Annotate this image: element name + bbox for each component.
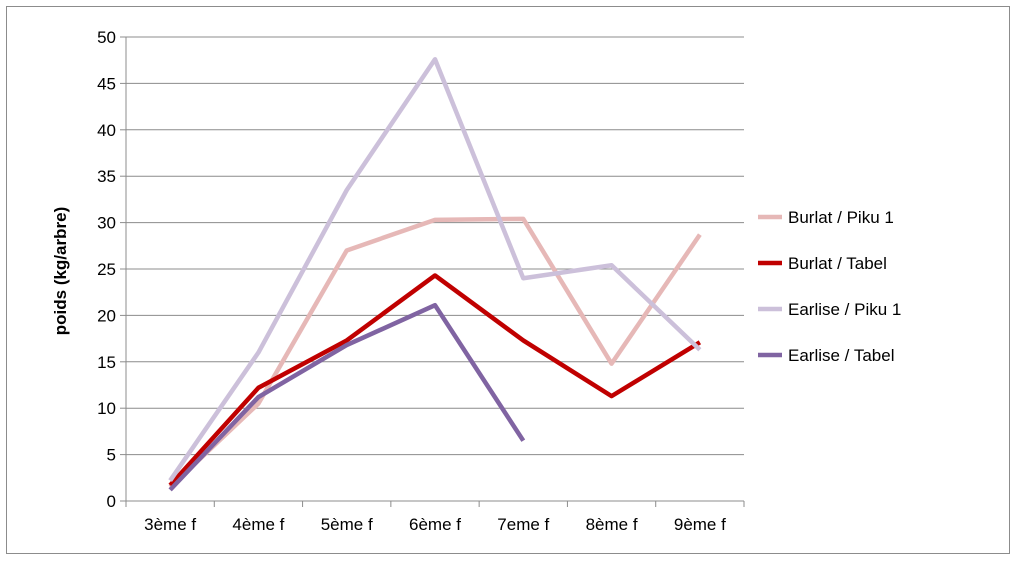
- y-tick-label: 40: [97, 121, 116, 140]
- legend: Burlat / Piku 1 Burlat / Tabel Earlise / P…: [758, 208, 901, 365]
- y-tick-labels: 0 5 10 15 20 25 30 35 40 45 50: [97, 28, 116, 511]
- series-lines: [168, 57, 702, 492]
- y-tick-label: 30: [97, 214, 116, 233]
- series-line: [168, 273, 702, 487]
- x-tick-labels: 3ème f 4ème f 5ème f 6ème f 7eme f 8ème f 9ème…: [144, 515, 726, 534]
- y-tick-label: 5: [107, 446, 116, 465]
- series-line: [168, 302, 526, 492]
- x-tick-label: 9ème f: [674, 515, 726, 534]
- y-tick-label: 45: [97, 74, 116, 93]
- chart-frame: [6, 6, 1010, 554]
- y-tick-label: 15: [97, 353, 116, 372]
- x-tick-label: 6ème f: [409, 515, 461, 534]
- y-axis-title: poids (kg/arbre): [51, 207, 70, 335]
- legend-label: Earlise / Piku 1: [788, 300, 901, 319]
- legend-label: Burlat / Tabel: [788, 254, 887, 273]
- y-tick-label: 35: [97, 167, 116, 186]
- x-tick-label: 5ème f: [321, 515, 373, 534]
- y-tick-label: 20: [97, 306, 116, 325]
- x-tick-label: 7eme f: [497, 515, 549, 534]
- axes: [120, 36, 745, 507]
- y-tick-label: 50: [97, 28, 116, 47]
- y-tick-label: 10: [97, 399, 116, 418]
- series-line: [168, 216, 702, 489]
- gridlines: [126, 36, 744, 456]
- y-tick-label: 25: [97, 260, 116, 279]
- x-tick-label: 4ème f: [232, 515, 284, 534]
- series-line: [168, 57, 702, 482]
- x-tick-label: 8ème f: [586, 515, 638, 534]
- legend-label: Earlise / Tabel: [788, 346, 894, 365]
- y-tick-label: 0: [107, 492, 116, 511]
- x-tick-label: 3ème f: [144, 515, 196, 534]
- legend-label: Burlat / Piku 1: [788, 208, 894, 227]
